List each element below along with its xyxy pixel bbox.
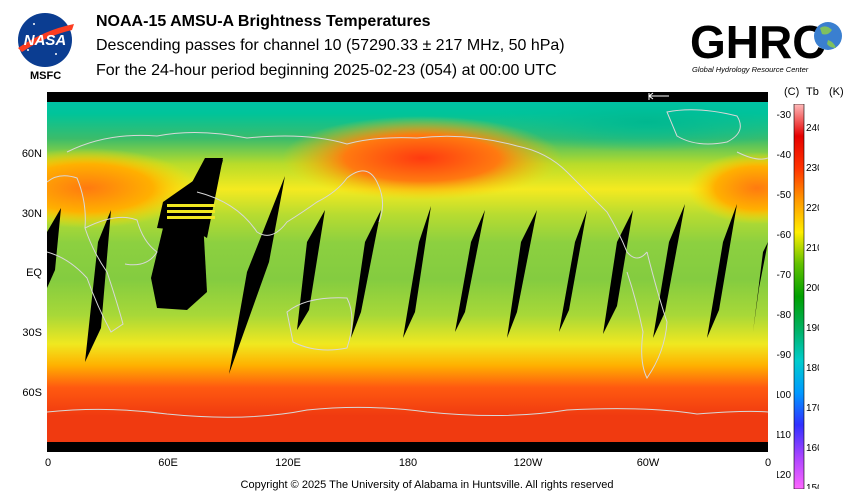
colorbar-kelvin-header: (K) (829, 86, 844, 98)
lat-label-30s: 30S (22, 327, 42, 339)
time-period: For the 24-hour period beginning 2025-02… (96, 62, 557, 79)
lon-label-0-east: 0 (764, 457, 772, 469)
nasa-logo-text: NASA (24, 32, 67, 49)
data-gap-swaths (47, 158, 768, 374)
colorbar-celsius-tick: -40 (777, 150, 791, 161)
colorbar-kelvin-tick: 160 (806, 443, 819, 454)
colorbar-celsius-tick: -120 (777, 470, 791, 481)
arrow-icon (648, 92, 669, 100)
colorbar-celsius-tick: -70 (777, 270, 791, 281)
ghrc-logo-text: GHRC (690, 16, 825, 68)
colorbar-celsius-tick: -100 (777, 390, 791, 401)
colorbar-celsius-tick: -30 (777, 110, 791, 121)
lon-label-120e: 120E (275, 457, 301, 469)
ghrc-logo: GHRC Global Hydrology Resource Center (690, 16, 842, 74)
colorbar-kelvin-tick: 190 (806, 323, 819, 334)
colorbar-celsius-tick: -60 (777, 230, 791, 241)
colorbar-celsius-header: (C) (784, 86, 800, 98)
lon-label-180: 180 (398, 457, 418, 469)
colorbar-celsius-tick: -80 (777, 310, 791, 321)
lat-label-60n: 60N (21, 148, 42, 160)
lon-label-60w: 60W (636, 457, 660, 469)
colorbar-kelvin-tick: 200 (806, 283, 819, 294)
colorbar-kelvin-tick: 170 (806, 403, 819, 414)
lon-label-0-west: 0 (44, 457, 52, 469)
ghrc-tagline: Global Hydrology Resource Center (692, 65, 809, 74)
brightness-temperature-map (47, 92, 768, 452)
colorbar-kelvin-tick: 210 (806, 243, 819, 254)
temperature-colorbar: -30 -40 -50 -60 -70 -80 -90 -100 -110 -120 240 230 2… (777, 104, 819, 489)
org-label: MSFC (30, 70, 62, 82)
colorbar-kelvin-tick: 230 (806, 163, 819, 174)
colorbar-kelvin-tick: 150 (806, 483, 819, 489)
colorbar-celsius-tick: -110 (777, 430, 791, 441)
copyright-notice: Copyright © 2025 The University of Alaba… (240, 479, 614, 491)
lat-label-eq: EQ (26, 267, 42, 279)
colorbar-tb-header: Tb (806, 86, 819, 98)
colorbar-kelvin-tick: 220 (806, 203, 819, 214)
lon-label-60e: 60E (158, 457, 178, 469)
colorbar-celsius-tick: -90 (777, 350, 791, 361)
nasa-logo: NASA (18, 13, 74, 67)
colorbar-kelvin-tick: 240 (806, 123, 819, 134)
colorbar-celsius-tick: -50 (777, 190, 791, 201)
page-title: NOAA-15 AMSU-A Brightness Temperatures (96, 13, 431, 30)
lat-label-30n: 30N (21, 208, 42, 220)
page-subtitle: Descending passes for channel 10 (57290.… (96, 37, 565, 54)
lon-label-120w: 120W (513, 457, 543, 469)
coastlines (47, 109, 768, 418)
colorbar-kelvin-tick: 180 (806, 363, 819, 374)
lat-label-60s: 60S (22, 387, 42, 399)
